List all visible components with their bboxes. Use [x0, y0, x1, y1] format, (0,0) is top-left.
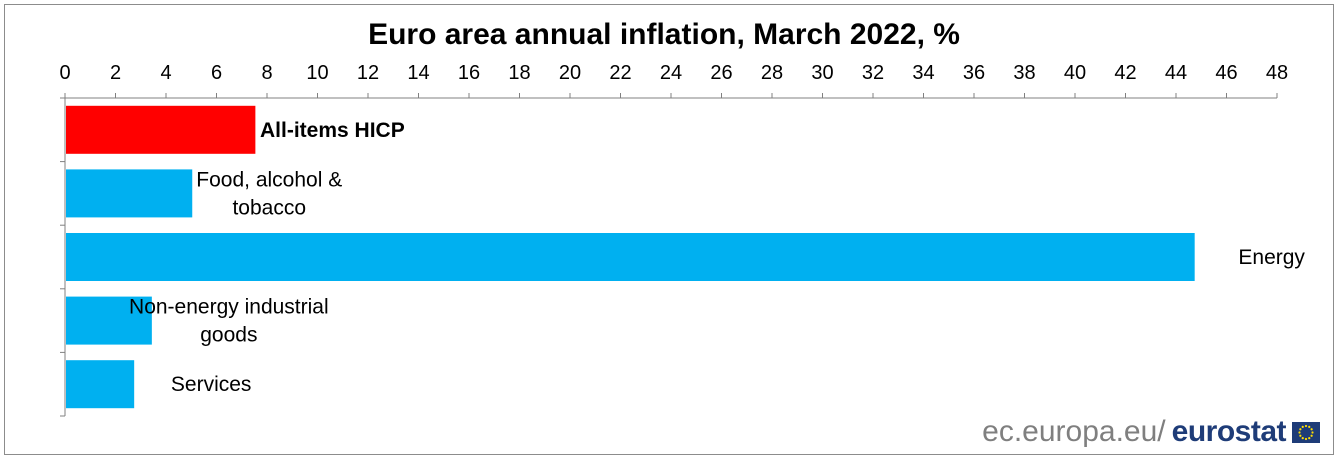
bar [66, 233, 1195, 281]
x-tick-label: 46 [1215, 62, 1237, 84]
bar-chart: 0 2 4 6 8 10 12 14 16 18 20 22 24 26 28 30 32 34 36 38 40 42 4… [59, 62, 1305, 417]
bar [66, 296, 152, 345]
x-tick-label: 34 [912, 62, 934, 84]
x-tick-label: 0 [59, 62, 70, 84]
bar [66, 105, 256, 154]
bar-label: Non-energy industrial [129, 296, 329, 319]
eu-flag-star [1298, 430, 1301, 434]
eu-flag-star [1299, 427, 1302, 430]
eu-flag-icon [1292, 421, 1320, 443]
bar-label: Services [171, 373, 252, 396]
bar-label: All-items HICP [260, 119, 405, 142]
x-tick-label: 22 [609, 62, 631, 84]
eu-flag-star [1310, 427, 1313, 430]
footer-site: ec.europa.eu/ [982, 415, 1166, 448]
x-tick-label: 12 [357, 62, 379, 84]
x-tick-label: 18 [508, 62, 530, 84]
x-tick-label: 48 [1266, 62, 1288, 84]
footer-brand: eurostat [1171, 415, 1287, 448]
x-tick-label: 14 [407, 62, 429, 84]
bar-label: Food, alcohol & [196, 168, 342, 191]
chart-frame: Euro area annual inflation, March 2022, … [4, 4, 1334, 455]
source-footer: ec.europa.eu/eurostat [982, 415, 1320, 448]
x-tick-label: 40 [1064, 62, 1086, 84]
eu-flag-star [1310, 434, 1313, 437]
x-tick-label: 20 [559, 62, 581, 84]
x-tick-label: 36 [963, 62, 985, 84]
x-tick-label: 24 [660, 62, 682, 84]
x-tick-label: 38 [1013, 62, 1035, 84]
bar [66, 169, 193, 218]
eu-flag-star [1301, 436, 1304, 439]
x-tick-label: 42 [1114, 62, 1136, 84]
eu-flag-star [1304, 437, 1308, 440]
eu-flag-star [1308, 436, 1311, 439]
x-tick-label: 26 [710, 62, 732, 84]
x-tick-label: 4 [160, 62, 171, 84]
x-tick-label: 30 [811, 62, 833, 84]
x-tick-label: 16 [458, 62, 480, 84]
x-tick-label: 8 [261, 62, 272, 84]
bar [66, 360, 135, 409]
bar-label: tobacco [232, 196, 306, 219]
x-tick-label: 32 [862, 62, 884, 84]
chart-title: Euro area annual inflation, March 2022, … [368, 18, 960, 51]
bar-label: goods [200, 324, 257, 347]
eu-flag-star [1311, 430, 1314, 434]
x-tick-label: 2 [110, 62, 121, 84]
eu-flag-star [1304, 424, 1308, 427]
bar-label: Energy [1238, 246, 1305, 269]
eu-flag-star [1308, 425, 1311, 428]
x-tick-label: 6 [211, 62, 222, 84]
eu-flag-star [1301, 425, 1304, 428]
eu-flag-background [1292, 421, 1320, 443]
x-tick-label: 28 [761, 62, 783, 84]
eu-flag-star [1299, 434, 1302, 437]
x-tick-label: 10 [306, 62, 328, 84]
x-tick-label: 44 [1165, 62, 1187, 84]
